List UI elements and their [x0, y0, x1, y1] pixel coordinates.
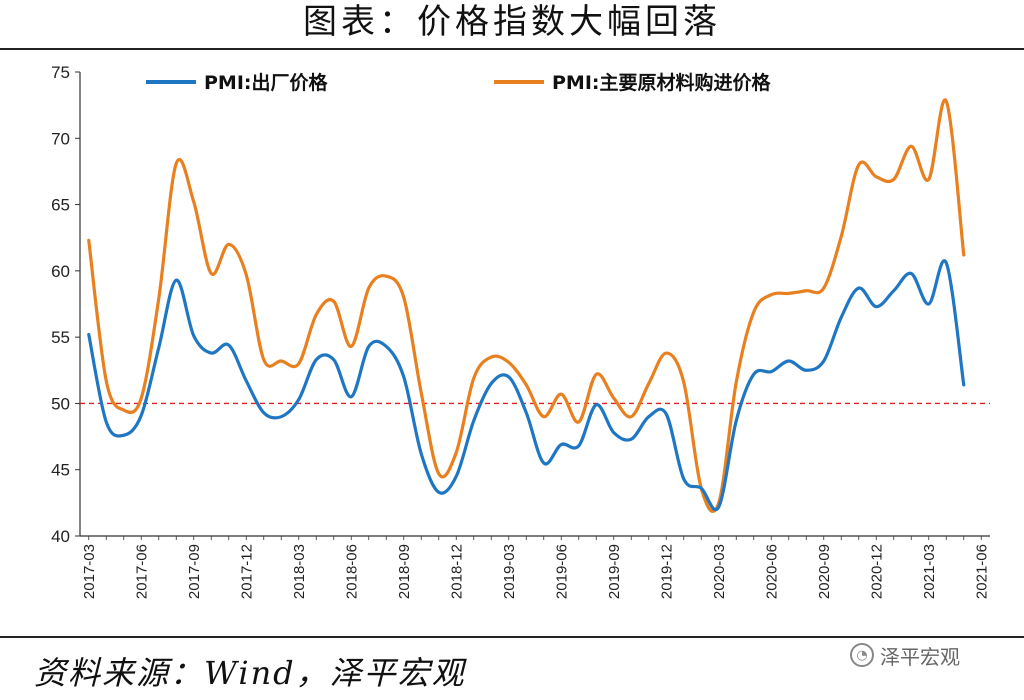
- x-tick-label: 2020-12: [868, 544, 885, 599]
- series-input-price-line: [87, 98, 966, 513]
- y-tick-label: 45: [51, 461, 70, 480]
- source-note: 资料来源：Wind，泽平宏观: [34, 654, 466, 692]
- x-tick-label: 2018-03: [291, 544, 308, 599]
- x-tick-label: 2017-09: [186, 544, 203, 599]
- title-divider: [0, 48, 1024, 50]
- y-tick-label: 60: [51, 262, 70, 281]
- x-tick-label: 2017-06: [133, 544, 150, 599]
- x-tick-label: 2021-06: [973, 544, 990, 599]
- watermark: ◔ 泽平宏观: [850, 642, 960, 669]
- chart-title: 图表：价格指数大幅回落: [303, 2, 721, 42]
- x-tick-label: 2017-12: [238, 544, 255, 599]
- x-tick-label: 2017-03: [81, 544, 98, 599]
- watermark-text: 泽平宏观: [880, 644, 960, 669]
- legend-label: PMI:主要原材料购进价格: [552, 71, 772, 94]
- footer-divider: [0, 636, 1024, 638]
- x-tick-label: 2020-09: [816, 544, 833, 599]
- x-tick-label: 2019-03: [501, 544, 518, 599]
- x-tick-label: 2020-03: [711, 544, 728, 599]
- y-tick-label: 65: [51, 196, 70, 215]
- wechat-icon: ◔: [850, 643, 874, 667]
- x-tick-label: 2020-06: [763, 544, 780, 599]
- x-tick-label: 2019-06: [553, 544, 570, 599]
- y-tick-label: 70: [51, 129, 70, 148]
- x-tick-label: 2019-12: [658, 544, 675, 599]
- x-tick-label: 2018-06: [343, 544, 360, 599]
- y-tick-label: 40: [51, 527, 70, 546]
- y-tick-label: 50: [51, 394, 70, 413]
- series-output-price-line: [87, 259, 966, 512]
- x-tick-label: 2021-03: [921, 544, 938, 599]
- y-tick-label: 55: [51, 328, 70, 347]
- y-tick-label: 75: [51, 63, 70, 82]
- x-tick-label: 2018-09: [396, 544, 413, 599]
- line-chart: 40 45 50 55 60 65 70 75 2017-03 2017-06 2017-09 201…: [51, 63, 990, 599]
- legend-label: PMI:出厂价格: [204, 71, 329, 94]
- x-tick-label: 2019-09: [606, 544, 623, 599]
- x-tick-label: 2018-12: [448, 544, 465, 599]
